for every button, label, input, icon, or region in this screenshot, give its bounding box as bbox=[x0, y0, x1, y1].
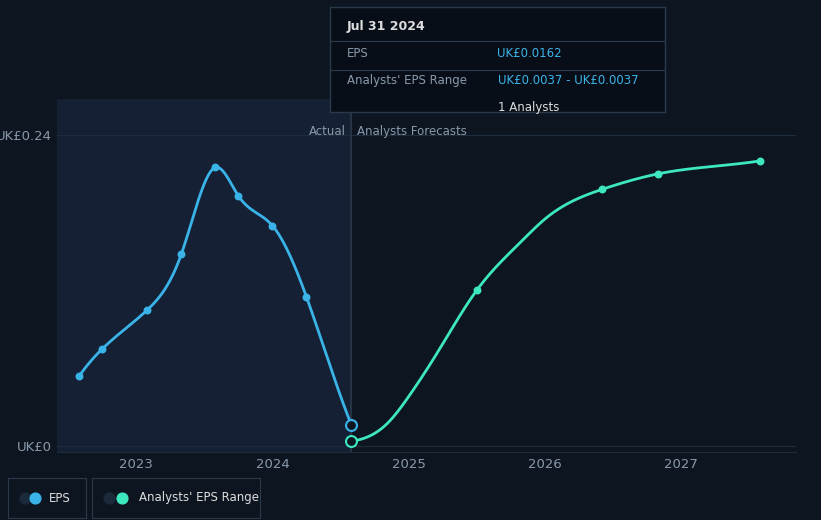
Point bbox=[175, 250, 188, 258]
Point bbox=[266, 222, 279, 230]
Point bbox=[345, 437, 358, 445]
Point bbox=[345, 437, 358, 445]
Text: Analysts Forecasts: Analysts Forecasts bbox=[357, 125, 466, 138]
Point bbox=[209, 163, 222, 172]
Text: 1 Analysts: 1 Analysts bbox=[498, 101, 559, 114]
Point bbox=[140, 306, 154, 314]
Text: Jul 31 2024: Jul 31 2024 bbox=[346, 20, 425, 33]
Point bbox=[444, 312, 457, 320]
Bar bbox=[57, 99, 351, 452]
Point bbox=[232, 192, 245, 200]
Text: EPS: EPS bbox=[346, 47, 369, 60]
Point bbox=[322, 312, 335, 320]
Point bbox=[753, 157, 766, 165]
Point bbox=[345, 421, 358, 429]
Point bbox=[289, 312, 302, 320]
Text: UK£0.0037 - UK£0.0037: UK£0.0037 - UK£0.0037 bbox=[498, 74, 638, 87]
Point bbox=[345, 421, 358, 429]
Point bbox=[595, 185, 608, 193]
Point bbox=[300, 293, 313, 301]
Point bbox=[73, 372, 86, 380]
Point bbox=[470, 287, 483, 295]
Point bbox=[651, 170, 664, 178]
Text: Analysts' EPS Range: Analysts' EPS Range bbox=[346, 74, 467, 87]
Point bbox=[96, 345, 109, 353]
Text: EPS: EPS bbox=[48, 491, 71, 504]
Point bbox=[345, 437, 358, 445]
Text: Actual: Actual bbox=[309, 125, 346, 138]
Text: UK£0.0162: UK£0.0162 bbox=[498, 47, 562, 60]
Text: Analysts' EPS Range: Analysts' EPS Range bbox=[139, 491, 259, 504]
Point bbox=[196, 312, 209, 320]
